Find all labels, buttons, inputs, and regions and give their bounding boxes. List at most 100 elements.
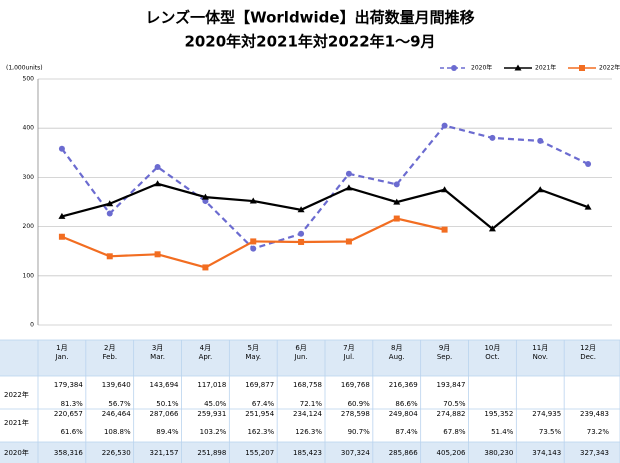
point [441,186,449,193]
cell-ratio: 72.1% [300,400,323,408]
cell-value: 193,847 [437,381,466,389]
point [250,245,257,252]
point [537,137,544,144]
legend-label: 2021年 [535,64,556,72]
point [488,225,496,232]
column-header-en: Oct. [485,353,499,361]
column-header-en: Nov. [533,353,548,361]
cell-value: 274,882 [437,410,466,418]
y-tick-label: 100 [23,272,35,279]
cell-ratio: 162.3% [247,428,274,436]
column-header: 1月 [56,344,67,352]
cell-value: 274,935 [532,410,561,418]
series-line [61,124,589,250]
point [441,226,448,233]
y-unit-label: (1,000units) [6,65,43,72]
point [298,238,305,245]
column-header: 6月 [295,344,306,352]
column-header: 10月 [484,344,500,352]
cell-ratio: 45.0% [204,400,227,408]
cell-ratio: 56.7% [108,400,131,408]
cell-value: 169,877 [245,381,274,389]
column-header-en: Mar. [150,353,165,361]
point [58,145,65,152]
cell-value: 251,954 [245,410,274,418]
cell-ratio: 108.8% [104,428,131,436]
cell-ratio: 67.4% [252,400,275,408]
cell-ratio: 103.2% [200,428,227,436]
column-header-en: Feb. [102,353,117,361]
column-header: 2月 [104,344,115,352]
cell-value: 117,018 [197,381,226,389]
point [345,170,352,177]
column-header-en: Dec. [580,353,596,361]
point [451,65,457,71]
point [489,134,496,141]
point [536,186,544,193]
point [579,65,585,71]
point [345,238,352,245]
cell-value: 220,657 [54,410,83,418]
table-row-bg [0,442,620,463]
column-header: 12月 [580,344,596,352]
column-header-en: May. [245,353,261,361]
y-tick-label: 0 [30,322,34,329]
cell-ratio: 90.7% [348,428,371,436]
row-label: 2022年 [4,390,29,399]
cell-ratio: 67.8% [443,428,466,436]
point [58,212,66,219]
column-header-en: Aug. [389,353,405,361]
cell-value: 139,640 [102,381,131,389]
cell-value: 278,598 [341,410,370,418]
column-header-en: Jun. [293,353,307,361]
cell-value: 143,694 [150,381,179,389]
point [297,206,305,213]
point [249,197,257,204]
point [154,180,162,187]
cell-value: 185,423 [293,449,322,457]
series-line [61,182,589,231]
legend-label: 2020年 [471,64,492,72]
cell-value: 155,207 [245,449,274,457]
chart-title: レンズ一体型【Worldwide】出荷数量月間推移 [145,9,474,27]
cell-value: 246,464 [102,410,131,418]
point [393,215,400,222]
point [393,181,400,188]
point [154,163,161,170]
cell-value: 226,530 [102,449,131,457]
point [106,210,113,217]
cell-ratio: 89.4% [156,428,179,436]
cell-value: 179,384 [54,381,83,389]
column-header: 5月 [248,344,259,352]
column-header-en: Apr. [199,353,213,361]
column-header: 4月 [200,344,211,352]
point [202,264,209,271]
cell-ratio: 51.4% [491,428,514,436]
column-header-en: Jul. [343,353,355,361]
y-tick-label: 500 [23,76,35,83]
cell-value: 321,157 [150,449,179,457]
y-tick-label: 400 [23,125,35,132]
cell-value: 195,352 [484,410,513,418]
cell-ratio: 61.6% [61,428,84,436]
cell-value: 259,931 [197,410,226,418]
point [393,198,401,205]
point [345,184,353,191]
chart-subtitle: 2020年対2021年対2022年1～9月 [184,33,435,51]
legend-label: 2022年 [599,64,620,72]
cell-ratio: 126.3% [295,428,322,436]
cell-value: 169,768 [341,381,370,389]
cell-value: 168,758 [293,381,322,389]
cell-value: 380,230 [484,449,513,457]
cell-value: 287,066 [150,410,179,418]
point [514,64,522,71]
point [154,251,161,258]
cell-value: 285,866 [389,449,418,457]
point [298,230,305,237]
cell-value: 249,804 [389,410,418,418]
table-header-bg [0,340,620,376]
cell-ratio: 50.1% [156,400,179,408]
point [201,193,209,200]
point [106,200,114,207]
